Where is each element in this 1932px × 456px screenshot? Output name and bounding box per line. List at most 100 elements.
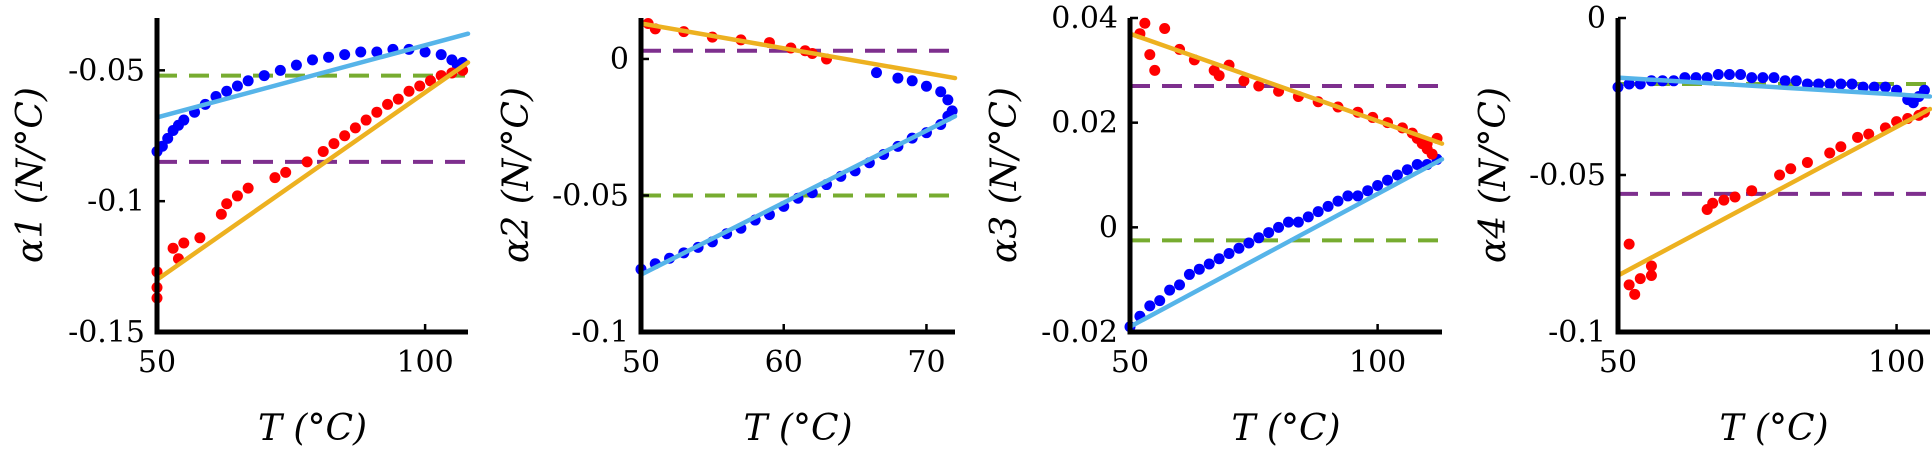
y-tick-label: -0.1 xyxy=(87,184,145,219)
blue-data-point xyxy=(419,46,431,58)
red-data-point xyxy=(269,172,281,184)
blue-data-point xyxy=(1302,211,1314,223)
x-tick-label: 100 xyxy=(1349,345,1406,380)
red-data-point xyxy=(339,130,351,142)
blue-data-point xyxy=(1362,185,1374,197)
red-data-point xyxy=(1801,156,1813,168)
y-tick-label: 0 xyxy=(1587,1,1606,36)
x-axis-label: T (°C) xyxy=(743,408,852,449)
blue-data-point xyxy=(1391,169,1403,181)
blue-fit-line xyxy=(638,114,958,277)
blue-data-point xyxy=(323,51,335,63)
blue-data-point xyxy=(1253,232,1265,244)
blue-data-point xyxy=(1372,179,1384,191)
red-data-point xyxy=(1426,148,1438,160)
blue-data-point xyxy=(1723,69,1735,81)
y-axis-label: α1 (N/°C) xyxy=(10,87,51,263)
blue-data-point xyxy=(307,54,318,66)
blue-data-point xyxy=(221,85,233,97)
red-data-point xyxy=(349,122,361,134)
red-data-point xyxy=(231,190,243,202)
x-axis-label: T (°C) xyxy=(1719,408,1828,449)
red-data-point xyxy=(1159,22,1171,34)
blue-data-point xyxy=(920,80,932,92)
red-data-point xyxy=(403,85,415,97)
x-tick-label: 50 xyxy=(622,345,660,380)
red-data-point xyxy=(1623,238,1635,250)
blue-data-point xyxy=(1164,284,1176,296)
blue-data-point xyxy=(1401,164,1413,176)
blue-data-point xyxy=(1757,72,1769,84)
blue-data-point xyxy=(178,114,190,126)
blue-data-point xyxy=(1183,268,1195,280)
blue-data-point xyxy=(162,132,174,144)
blue-data-point xyxy=(942,94,954,106)
axes xyxy=(1615,18,1930,335)
blue-data-point xyxy=(1918,84,1930,96)
blue-data-point xyxy=(1273,221,1285,233)
red-data-point xyxy=(1729,191,1741,203)
blue-data-point xyxy=(156,140,168,152)
y-axis-label: α2 (N/°C) xyxy=(496,87,537,263)
orange-fit-line xyxy=(1615,106,1932,278)
blue-data-point xyxy=(242,75,254,87)
y-tick-label: -0.05 xyxy=(552,178,629,213)
red-data-point xyxy=(1785,163,1797,175)
blue-data-point xyxy=(1746,72,1758,84)
chart-panel-2: 50 60 70 -0.1 -0.05 0 T (°C) α2 (N/°C) xyxy=(496,17,958,449)
red-data-point xyxy=(1629,288,1641,300)
y-tick-label: -0.05 xyxy=(68,53,145,88)
red-data-point xyxy=(194,232,206,244)
y-tick-label: 0 xyxy=(610,42,629,77)
red-data-point xyxy=(215,208,227,220)
blue-data-point xyxy=(1282,216,1294,228)
red-data-point xyxy=(1253,80,1265,92)
red-data-point xyxy=(1634,273,1646,285)
y-tick-label: -0.1 xyxy=(1548,315,1606,350)
orange-fit-line xyxy=(638,21,958,81)
y-tick-label: 0.02 xyxy=(1051,106,1118,141)
x-tick-label: 50 xyxy=(1111,345,1149,380)
red-data-point xyxy=(317,145,329,157)
blue-data-point xyxy=(1203,258,1215,270)
axes xyxy=(638,18,955,335)
blue-fit-line xyxy=(1615,75,1932,99)
red-data-point xyxy=(1139,17,1151,29)
blue-data-point xyxy=(1790,75,1802,87)
red-data-point xyxy=(1835,141,1847,153)
blue-data-point xyxy=(892,72,904,84)
blue-data-point xyxy=(1835,78,1847,90)
blue-data-point xyxy=(339,49,351,61)
blue-data-point xyxy=(1813,78,1825,90)
red-data-point xyxy=(1645,260,1657,272)
red-data-point xyxy=(424,75,436,87)
x-axis-label: T (°C) xyxy=(1231,408,1340,449)
blue-fit-line xyxy=(154,31,471,120)
red-data-point xyxy=(1824,147,1836,159)
red-data-point xyxy=(1863,128,1875,140)
red-data-point xyxy=(280,166,292,178)
blue-data-point xyxy=(1411,159,1423,171)
red-data-point xyxy=(1645,269,1657,281)
blue-data-point xyxy=(1263,227,1275,239)
orange-fit-line xyxy=(1127,31,1445,146)
blue-data-point xyxy=(1623,78,1635,90)
blue-data-point xyxy=(1144,300,1156,312)
x-tick-label: 60 xyxy=(765,345,803,380)
blue-data-point xyxy=(1174,279,1186,291)
x-tick-label: 50 xyxy=(138,345,176,380)
blue-data-point xyxy=(1735,69,1747,81)
red-data-point xyxy=(1774,169,1786,181)
blue-data-point xyxy=(290,59,302,71)
blue-data-point xyxy=(1292,216,1304,228)
blue-data-point xyxy=(946,105,958,117)
x-tick-label: 50 xyxy=(1599,345,1637,380)
red-data-point xyxy=(414,80,426,92)
blue-data-point xyxy=(1332,195,1344,207)
x-tick-label: 100 xyxy=(396,345,453,380)
blue-data-point xyxy=(1193,263,1205,275)
red-data-point xyxy=(242,182,254,194)
y-tick-label: -0.02 xyxy=(1041,315,1118,350)
y-tick-label: -0.05 xyxy=(1529,158,1606,193)
